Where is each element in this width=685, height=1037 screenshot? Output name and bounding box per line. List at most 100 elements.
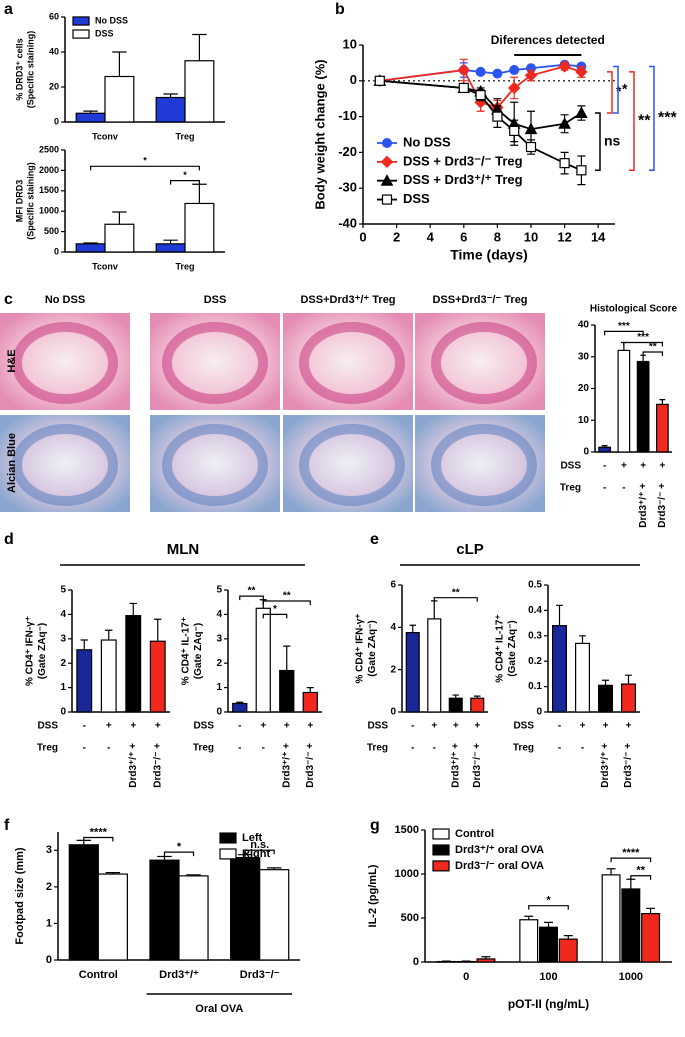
error-bar	[556, 604, 563, 626]
image-row-title: H&E	[6, 349, 18, 372]
row-value: +	[307, 721, 313, 732]
panel-label: b	[335, 1, 345, 18]
error-bar	[452, 694, 459, 699]
row-value: +	[580, 721, 586, 732]
tissue-wall	[431, 424, 537, 506]
bar	[259, 869, 290, 961]
x-tick-label: 6	[460, 229, 467, 244]
marker	[507, 81, 521, 95]
error-bar	[236, 701, 244, 704]
row-value: -	[433, 743, 436, 754]
row-value: -	[238, 721, 241, 732]
y-tick-label: 0	[216, 707, 222, 718]
marker	[458, 82, 469, 94]
image-column-title: DSS+Drd3⁺/⁺ Treg	[300, 294, 395, 306]
comparison-label: ns	[604, 132, 621, 148]
legend-swatch	[432, 828, 450, 840]
significance-bracket	[170, 180, 200, 185]
bar	[620, 683, 636, 713]
y-tick-label: 30	[578, 351, 590, 362]
row-value: Drd3⁻/⁻ +	[623, 743, 634, 788]
bar	[75, 112, 106, 123]
error-bar	[601, 445, 608, 448]
panel-label: a	[4, 1, 13, 18]
error-bar	[481, 956, 491, 959]
error-bar	[112, 51, 127, 77]
legend-swatch	[219, 848, 237, 860]
significance-bracket	[262, 600, 311, 605]
tissue-wall	[299, 322, 405, 404]
legend-label: DSS	[403, 191, 430, 206]
legend-swatch	[432, 860, 450, 872]
significance-label: **	[452, 587, 460, 598]
row-label: Treg	[367, 743, 388, 754]
bar	[255, 607, 271, 713]
y-axis-label: (Gate ZAq⁻)	[367, 620, 378, 676]
marker	[575, 65, 588, 79]
row-value: +	[130, 721, 136, 732]
y-tick-label: 500	[401, 912, 419, 924]
bar	[178, 875, 209, 961]
error-bar	[606, 868, 616, 875]
marker	[558, 117, 571, 129]
y-axis-label: % CD4⁺ IFN-γ⁺	[25, 616, 36, 686]
bar	[230, 856, 261, 961]
bar	[184, 60, 215, 123]
row-label: DSS	[367, 721, 388, 732]
y-axis-label: (Gate ZAq⁻)	[193, 623, 204, 679]
significance-bracket	[90, 165, 200, 171]
bar	[104, 75, 135, 123]
bar	[636, 360, 650, 453]
bar	[539, 926, 558, 963]
panel-label: g	[370, 817, 380, 834]
row-value: -	[83, 721, 86, 732]
error-bar	[579, 635, 586, 644]
y-tick-label: 1	[60, 682, 66, 693]
y-tick-label: 0	[413, 956, 419, 968]
x-tick-label: Drd3⁻/⁻	[240, 969, 280, 981]
x-tick-label: Control	[79, 969, 118, 981]
y-tick-label: 0	[350, 72, 357, 87]
error-bar	[163, 93, 178, 98]
row-value: -	[262, 743, 265, 754]
significance-bracket	[630, 875, 652, 880]
bar	[598, 446, 611, 453]
legend-label: DSS	[95, 28, 114, 38]
significance-label: **	[649, 342, 657, 353]
section-title: MLN	[167, 541, 200, 558]
x-axis-label: Time (days)	[450, 247, 528, 263]
y-tick-label: 3	[216, 633, 222, 644]
legend-label: DSS + Drd3⁺/⁺ Treg	[403, 172, 523, 187]
error-bar	[83, 110, 98, 114]
y-tick-label: 1	[46, 917, 52, 929]
y-tick-label: 40	[578, 320, 590, 331]
row-label: Treg	[37, 743, 58, 754]
row-value: -	[558, 721, 561, 732]
significance-bracket	[83, 836, 114, 842]
x-tick-label: 4	[427, 229, 435, 244]
marker	[509, 125, 520, 137]
significance-label: *	[177, 841, 182, 853]
bar	[75, 243, 106, 253]
y-tick-label: 0	[60, 707, 66, 718]
significance-label: **	[283, 591, 291, 602]
bar	[476, 958, 496, 963]
error-bar	[237, 854, 253, 858]
marker	[524, 69, 538, 82]
row-value: -	[238, 743, 241, 754]
panel-label: f	[4, 817, 10, 834]
error-bar	[266, 867, 282, 870]
error-bar	[186, 874, 201, 876]
panel-label: d	[4, 531, 14, 548]
bar	[184, 202, 215, 253]
x-tick-label: 0	[463, 971, 469, 983]
error-bar	[105, 871, 121, 875]
y-tick-label: 0	[390, 707, 396, 718]
y-axis-label: (Specific staining)	[26, 162, 36, 240]
y-tick-label: 2	[60, 658, 66, 669]
legend-label: Drd3⁺/⁺ oral OVA	[455, 844, 544, 856]
marker	[475, 90, 486, 101]
row-value: Drd3⁺/⁺ +	[600, 743, 611, 788]
row-value: -	[558, 743, 561, 754]
row-value: -	[622, 483, 625, 494]
